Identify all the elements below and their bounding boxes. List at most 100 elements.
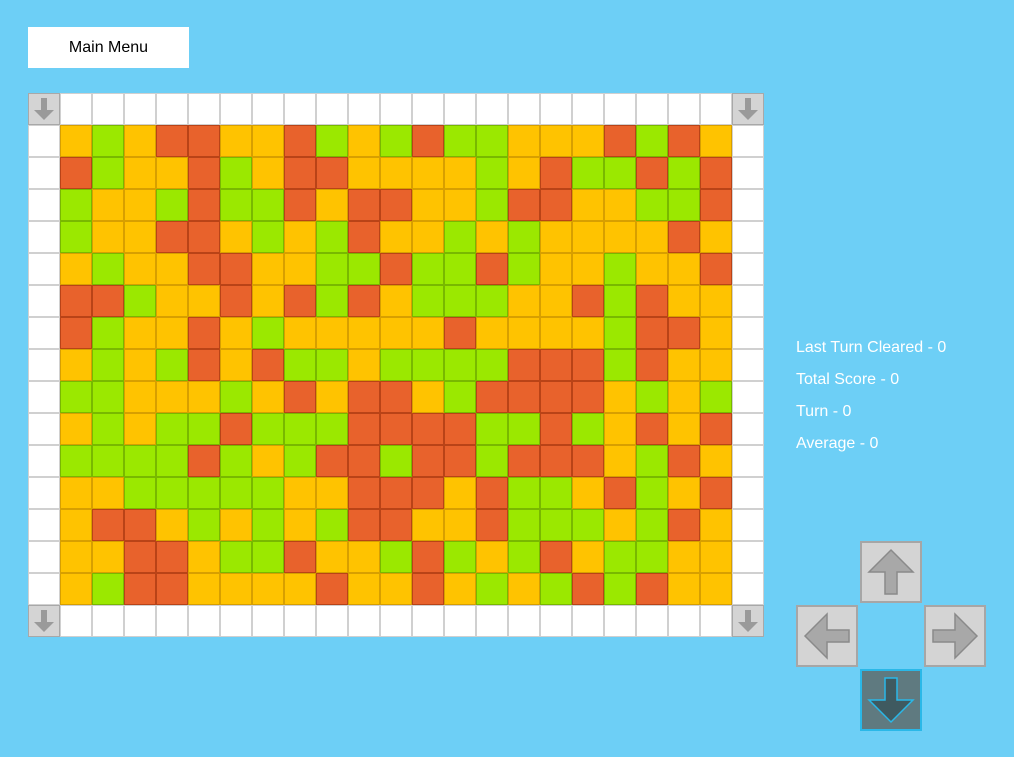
border-cell [28,445,60,477]
green-tile [92,317,124,349]
yellow-tile [380,573,412,605]
green-tile [636,509,668,541]
green-tile [60,445,92,477]
yellow-tile [60,573,92,605]
yellow-tile [284,509,316,541]
red-tile [348,477,380,509]
yellow-tile [60,413,92,445]
green-tile [572,509,604,541]
green-tile [188,509,220,541]
yellow-tile [572,253,604,285]
yellow-tile [572,221,604,253]
yellow-tile [508,317,540,349]
green-tile [604,317,636,349]
main-menu-button[interactable]: Main Menu [28,27,189,68]
yellow-tile [604,509,636,541]
red-tile [252,349,284,381]
move-left-button[interactable] [796,605,858,667]
red-tile [508,349,540,381]
border-cell [668,93,700,125]
yellow-tile [668,285,700,317]
green-tile [476,125,508,157]
border-cell [28,541,60,573]
green-tile [156,189,188,221]
border-cell [732,253,764,285]
border-cell [476,93,508,125]
green-tile [156,349,188,381]
yellow-tile [380,157,412,189]
green-tile [508,541,540,573]
red-tile [188,125,220,157]
red-tile [540,349,572,381]
yellow-tile [476,541,508,573]
green-tile [316,285,348,317]
yellow-tile [316,381,348,413]
yellow-tile [508,157,540,189]
red-tile [476,253,508,285]
green-tile [316,413,348,445]
border-cell [604,93,636,125]
move-down-button[interactable] [860,669,922,731]
yellow-tile [412,509,444,541]
green-tile [444,125,476,157]
last-turn-cleared: Last Turn Cleared - 0 [796,339,947,356]
yellow-tile [316,317,348,349]
red-tile [156,221,188,253]
yellow-tile [636,221,668,253]
yellow-tile [412,157,444,189]
yellow-tile [252,285,284,317]
border-cell [700,605,732,637]
green-tile [604,541,636,573]
yellow-tile [348,349,380,381]
red-tile [380,413,412,445]
green-tile [604,285,636,317]
move-up-button[interactable] [860,541,922,603]
green-tile [92,445,124,477]
green-tile [252,221,284,253]
red-tile [476,477,508,509]
green-tile [60,189,92,221]
border-cell [28,125,60,157]
green-tile [636,125,668,157]
red-tile [188,445,220,477]
green-tile [156,445,188,477]
yellow-tile [124,317,156,349]
yellow-tile [220,509,252,541]
border-cell [732,445,764,477]
yellow-tile [124,221,156,253]
green-tile [316,349,348,381]
red-tile [380,253,412,285]
border-cell [732,413,764,445]
green-tile [540,509,572,541]
green-tile [188,413,220,445]
red-tile [188,157,220,189]
yellow-tile [284,477,316,509]
green-tile [540,573,572,605]
red-tile [60,285,92,317]
yellow-tile [668,381,700,413]
border-cell [28,221,60,253]
red-tile [636,285,668,317]
green-tile [604,253,636,285]
red-tile [700,413,732,445]
red-tile [700,253,732,285]
border-cell [348,605,380,637]
red-tile [380,477,412,509]
red-tile [284,125,316,157]
border-cell [60,605,92,637]
red-tile [188,221,220,253]
red-tile [156,125,188,157]
red-tile [284,157,316,189]
yellow-tile [540,285,572,317]
yellow-tile [124,157,156,189]
green-tile [668,189,700,221]
border-cell [444,605,476,637]
green-tile [92,573,124,605]
yellow-tile [668,253,700,285]
red-tile [124,541,156,573]
border-cell [732,381,764,413]
border-cell [508,93,540,125]
yellow-tile [252,445,284,477]
green-tile [220,541,252,573]
move-right-button[interactable] [924,605,986,667]
